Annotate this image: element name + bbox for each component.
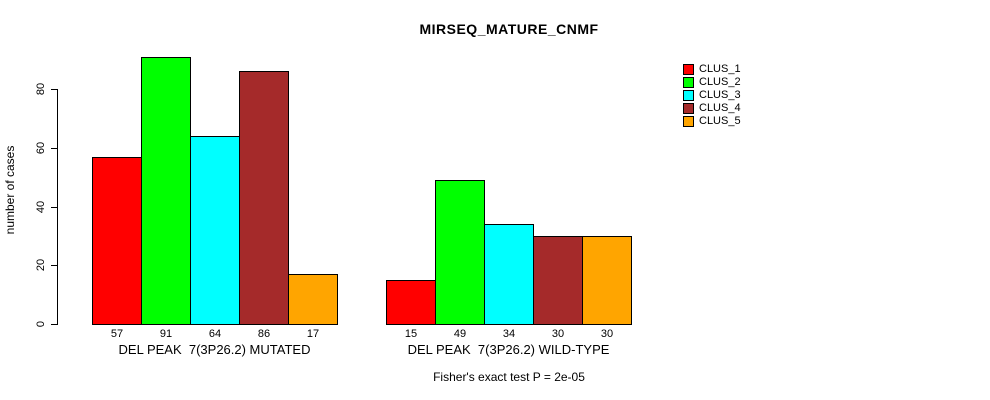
- y-axis-tick-label: 20: [35, 259, 47, 272]
- bar-clus_3-group1: [190, 136, 240, 325]
- bar-value-label: 57: [110, 328, 124, 340]
- legend-swatch-clus_3: [683, 90, 694, 101]
- annotation-text: Fisher's exact test P = 2e-05: [433, 370, 585, 384]
- y-axis-line: [57, 89, 58, 325]
- y-axis-tick-label: 0: [35, 320, 47, 328]
- legend-label: CLUS_3: [699, 89, 741, 101]
- legend-label: CLUS_4: [699, 102, 741, 114]
- legend-item-clus_3: CLUS_3: [683, 90, 741, 101]
- bar-clus_3-group2: [484, 224, 534, 325]
- bar-value-label: 30: [551, 328, 565, 340]
- y-axis-tick-label: 40: [35, 200, 47, 213]
- bar-clus_2-group2: [435, 180, 485, 325]
- legend-swatch-clus_5: [683, 116, 694, 127]
- bar-value-label: 34: [502, 328, 516, 340]
- x-axis-group-label: DEL PEAK 7(3P26.2) WILD-TYPE: [407, 342, 610, 357]
- bar-value-label: 49: [453, 328, 467, 340]
- bar-value-label: 91: [159, 328, 173, 340]
- legend-item-clus_2: CLUS_2: [683, 77, 741, 88]
- y-axis-tick-label: 80: [35, 82, 47, 96]
- legend-label: CLUS_2: [699, 76, 741, 88]
- y-axis-tick: [51, 265, 57, 267]
- legend-item-clus_1: CLUS_1: [683, 64, 741, 75]
- bar-value-label: 86: [257, 328, 271, 340]
- legend-swatch-clus_2: [683, 77, 694, 88]
- bar-value-label: 64: [208, 328, 222, 340]
- x-axis-group-label: DEL PEAK 7(3P26.2) MUTATED: [118, 342, 311, 357]
- bar-clus_5-group1: [288, 274, 338, 325]
- legend-label: CLUS_5: [699, 115, 741, 127]
- bar-value-label: 30: [600, 328, 614, 340]
- y-axis-tick: [51, 324, 57, 325]
- y-axis-label: number of cases: [3, 145, 17, 235]
- bar-clus_4-group1: [239, 71, 289, 325]
- chart-title: MIRSEQ_MATURE_CNMF: [419, 21, 599, 37]
- bar-clus_5-group2: [582, 236, 632, 325]
- bar-clus_2-group1: [141, 57, 191, 325]
- bar-clus_1-group1: [92, 157, 142, 325]
- bar-clus_4-group2: [533, 236, 583, 325]
- bar-value-label: 17: [306, 328, 320, 340]
- legend-item-clus_5: CLUS_5: [683, 116, 741, 127]
- y-axis-tick: [51, 147, 57, 149]
- y-axis-tick: [51, 206, 57, 208]
- y-axis-tick: [51, 89, 57, 90]
- bar-clus_1-group2: [386, 280, 436, 325]
- legend-item-clus_4: CLUS_4: [683, 103, 741, 114]
- legend-swatch-clus_4: [683, 103, 694, 114]
- bar-value-label: 15: [404, 328, 418, 340]
- legend-label: CLUS_1: [699, 63, 741, 75]
- legend-swatch-clus_1: [683, 64, 694, 75]
- y-axis-tick-label: 60: [35, 141, 47, 154]
